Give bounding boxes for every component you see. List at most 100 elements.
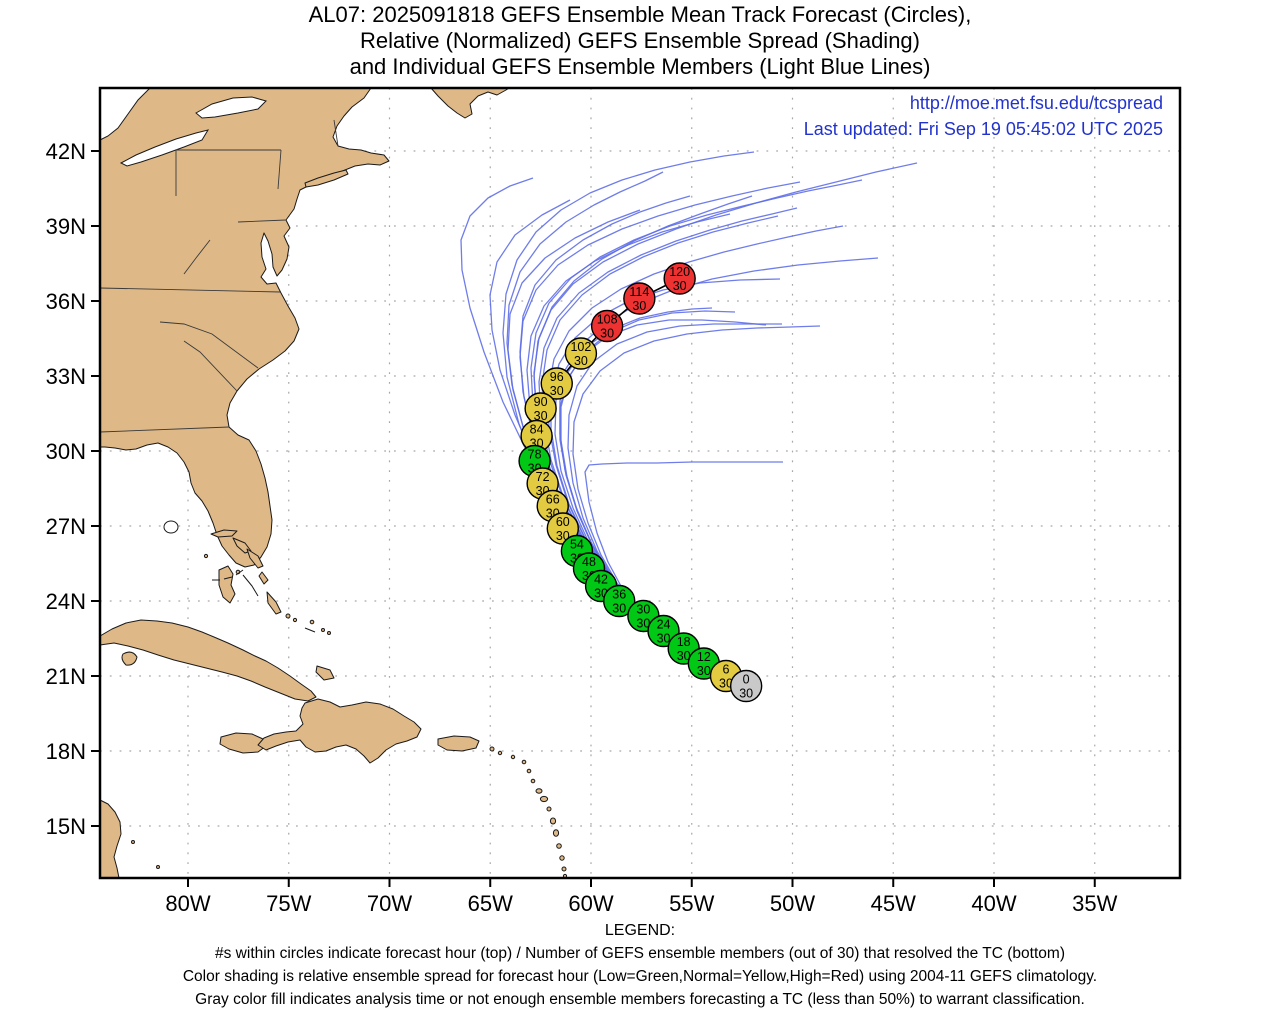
legend-block: LEGEND: #s within circles indicate forec…	[0, 920, 1280, 1011]
member-count-label: 30	[612, 602, 626, 616]
isle-of-youth	[121, 651, 138, 666]
member-count-label: 30	[719, 677, 733, 691]
last-updated-text: Last updated: Fri Sep 19 05:45:02 UTC 20…	[803, 119, 1163, 139]
forecast-point-circle	[540, 367, 573, 400]
ensemble-member-track	[460, 177, 748, 686]
source-url-text: http://moe.met.fsu.edu/tcspread	[909, 93, 1163, 113]
lat-tick-label: 39N	[46, 214, 86, 239]
member-count-label: 30	[677, 649, 691, 663]
map-frame-and-axes: 42N 39N 36N 33N 30N 27N 24N 21N 18N 15N 80W 75W 70W 6…	[46, 86, 1182, 916]
forecast-point-h0: 030	[729, 669, 763, 703]
forecast-hour-label: 48	[582, 555, 596, 569]
lon-tick-label: 40W	[971, 891, 1016, 916]
title-line-3: and Individual GEFS Ensemble Members (Li…	[349, 54, 931, 79]
forecast-point-circle	[663, 262, 696, 295]
puerto-rico	[437, 735, 480, 752]
mainland-us-coast	[99, 87, 390, 568]
forecast-hour-label: 6	[723, 663, 730, 677]
lat-tick-label: 33N	[46, 364, 86, 389]
ensemble-member-track	[572, 325, 821, 686]
forecast-hour-label: 12	[697, 650, 711, 664]
member-count-label: 30	[574, 354, 588, 368]
forecast-hour-label: 54	[570, 538, 584, 552]
forecast-hour-label: 42	[594, 573, 608, 587]
forecast-point-circle	[590, 309, 624, 343]
lon-tick-label: 60W	[568, 891, 613, 916]
page-title: AL07: 2025091818 GEFS Ensemble Mean Trac…	[0, 2, 1280, 80]
forecast-hour-label: 84	[530, 423, 544, 437]
lon-tick-label: 65W	[468, 891, 513, 916]
lon-tick-label: 45W	[871, 891, 916, 916]
member-count-label: 30	[739, 687, 753, 701]
ensemble-member-track	[519, 181, 801, 686]
lon-tick-label: 35W	[1072, 891, 1117, 916]
lat-tick-label: 36N	[46, 289, 86, 314]
legend-line-2: Color shading is relative ensemble sprea…	[182, 968, 1098, 985]
hispaniola	[257, 698, 422, 764]
legend-heading: LEGEND:	[604, 922, 676, 939]
forecast-hour-label: 102	[570, 340, 591, 354]
legend-line-1: #s within circles indicate forecast hour…	[215, 945, 1065, 962]
ensemble-member-track	[530, 179, 863, 686]
member-count-label: 30	[657, 632, 671, 646]
forecast-hour-label: 108	[597, 313, 618, 327]
member-count-label: 30	[632, 299, 646, 313]
forecast-hour-label: 90	[534, 395, 548, 409]
member-count-label: 30	[550, 384, 564, 398]
bahamas-islands	[203, 529, 335, 681]
lake-erie	[119, 129, 210, 167]
lon-tick-label: 55W	[669, 891, 714, 916]
forecast-hour-label: 72	[536, 470, 550, 484]
forecast-hour-label: 0	[743, 673, 750, 687]
lat-tick-label: 21N	[46, 664, 86, 689]
state-borders	[99, 119, 339, 433]
lat-tick-label: 24N	[46, 589, 86, 614]
forecast-point-circle	[564, 337, 598, 370]
lesser-antilles	[489, 746, 568, 879]
member-count-label: 30	[534, 409, 548, 423]
lon-tick-label: 50W	[770, 891, 815, 916]
small-island	[156, 865, 160, 869]
lat-tick-label: 27N	[46, 514, 86, 539]
forecast-point-circle	[729, 669, 763, 703]
forecast-hour-label: 30	[636, 603, 650, 617]
lat-tick-label: 18N	[46, 739, 86, 764]
small-island	[131, 840, 135, 844]
forecast-hour-label: 96	[550, 370, 564, 384]
florida-keys	[212, 569, 244, 581]
mean-track: 1203011430108301023096309030843078307230…	[518, 262, 763, 703]
forecast-point-circle	[623, 282, 656, 315]
forecast-hour-label: 120	[669, 265, 690, 279]
lon-tick-label: 80W	[165, 891, 210, 916]
forecast-hour-label: 114	[629, 285, 649, 299]
lat-tick-label: 30N	[46, 439, 86, 464]
great-lakes	[99, 87, 267, 534]
forecast-hour-label: 18	[677, 635, 691, 649]
forecast-hour-label: 60	[556, 515, 570, 529]
legend-line-3: Gray color fill indicates analysis time …	[195, 991, 1085, 1008]
member-count-label: 30	[673, 279, 687, 293]
member-count-label: 30	[636, 617, 650, 631]
long-island	[304, 169, 349, 188]
lake-ontario	[195, 96, 267, 119]
lon-tick-label: 70W	[367, 891, 412, 916]
forecast-hour-label: 66	[546, 493, 560, 507]
forecast-hour-label: 24	[657, 618, 671, 632]
credits-block: http://moe.met.fsu.edu/tcspread Last upd…	[804, 90, 1163, 142]
land-coastline	[99, 87, 568, 879]
ensemble-member-track	[533, 162, 918, 686]
forecast-point-circle	[603, 584, 636, 618]
forecast-hour-label: 78	[528, 448, 542, 462]
forecast-hour-label: 36	[612, 588, 626, 602]
central-america	[99, 799, 122, 879]
jamaica	[219, 732, 267, 754]
member-count-label: 30	[697, 664, 711, 678]
